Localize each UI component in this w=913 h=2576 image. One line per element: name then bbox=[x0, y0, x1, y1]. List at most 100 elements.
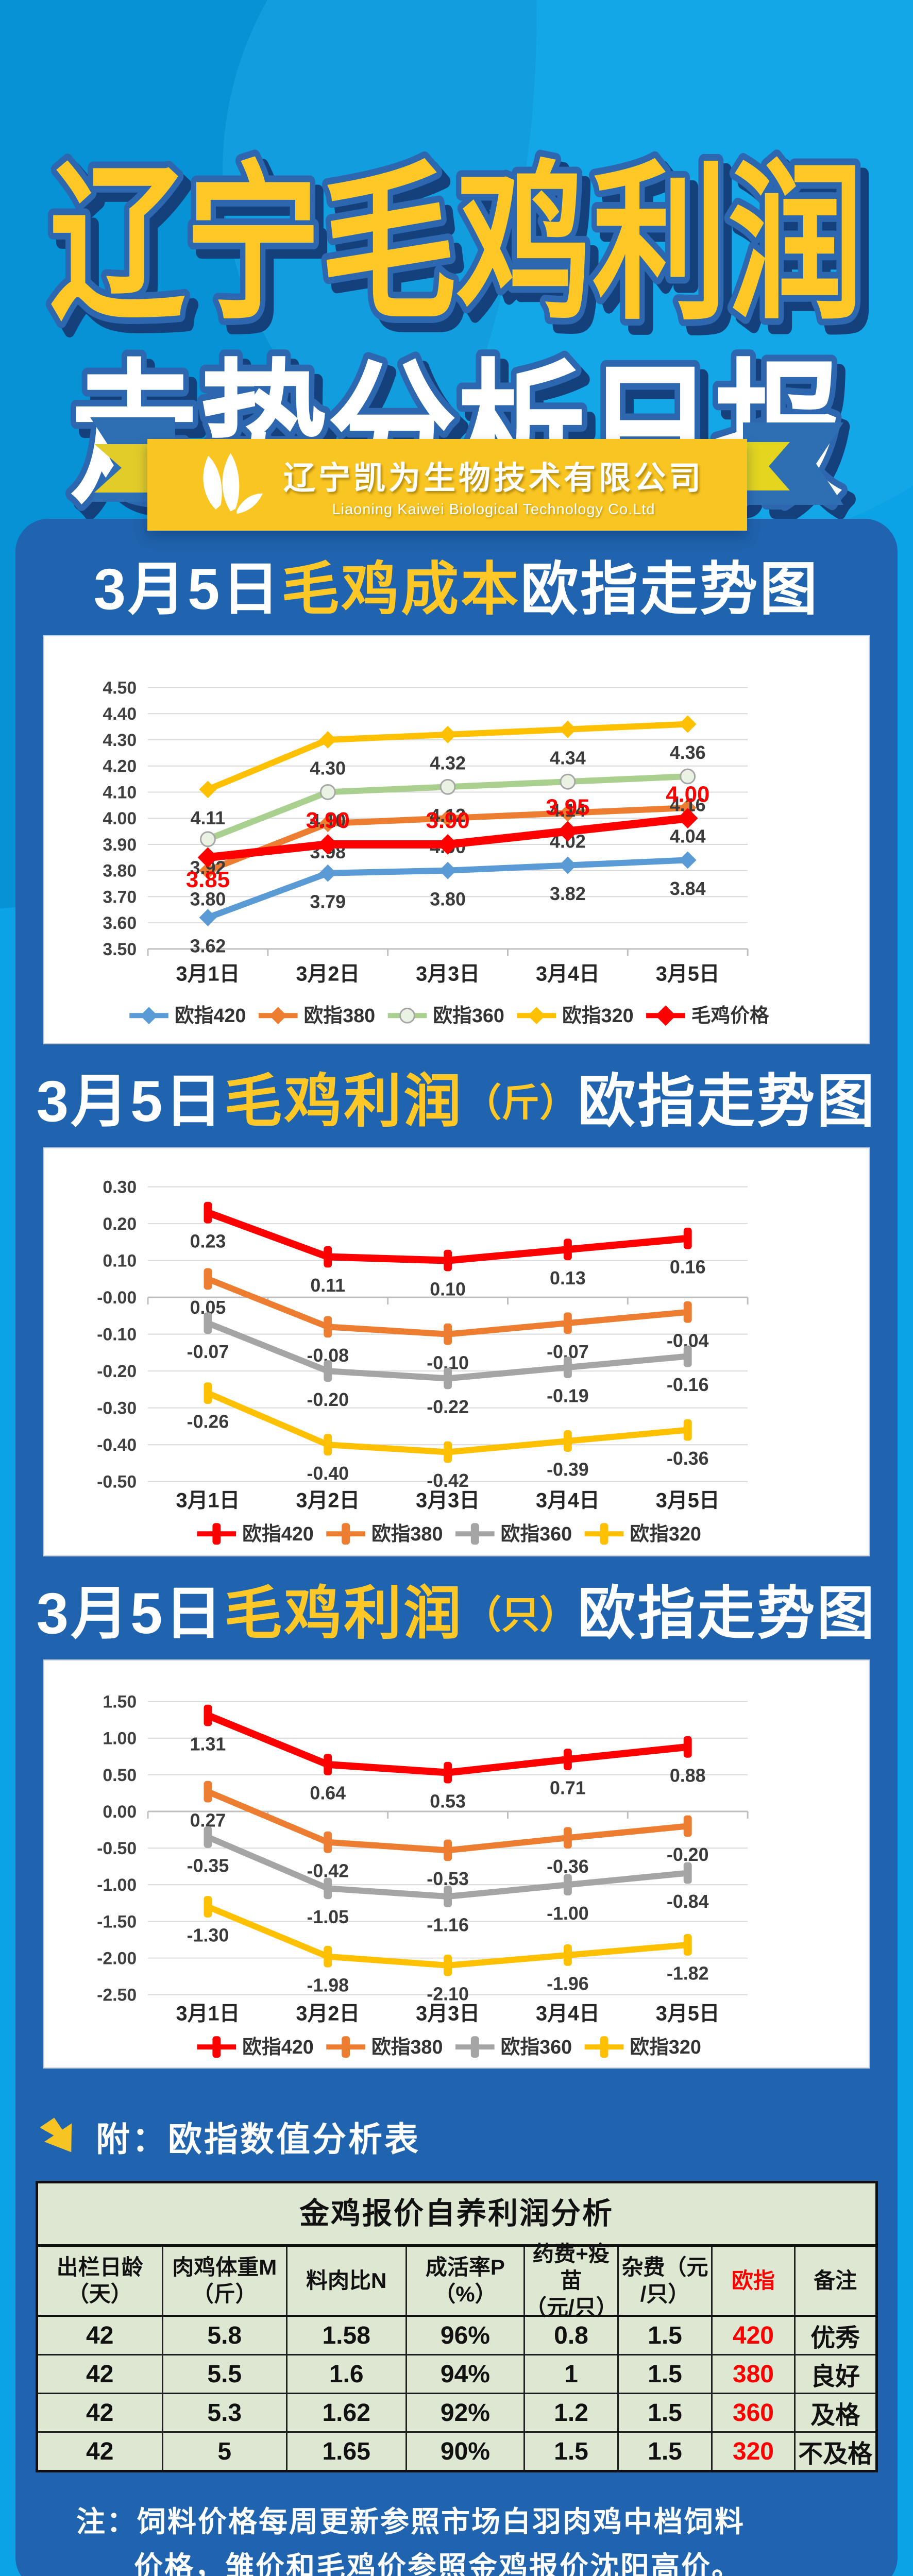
table-cell: 优秀 bbox=[793, 2317, 875, 2354]
section-title: 3月5日毛鸡成本欧指走势图 bbox=[15, 551, 898, 628]
svg-text:3月2日: 3月2日 bbox=[296, 963, 360, 986]
svg-text:0.10: 0.10 bbox=[103, 1251, 137, 1271]
profit-per-bird-chart-svg: 1.50 1.00 0.50 0.00 -0.50 -1.00 -1.50 -2.00 -2.5… bbox=[97, 1692, 749, 2058]
table-header-cell: 出栏日龄 （天） bbox=[56, 2255, 143, 2306]
table-header-cell: 料肉比N bbox=[285, 2247, 405, 2315]
chart-section: 3月5日毛鸡利润（只）欧指走势图 1.50 1.00 0.50 0.00 -0.50 -1.… bbox=[15, 1575, 898, 2069]
table-cell: 1 bbox=[523, 2355, 617, 2393]
table-cell: 360 bbox=[711, 2394, 794, 2431]
svg-text:0.30: 0.30 bbox=[103, 1178, 137, 1197]
svg-text:3.84: 3.84 bbox=[670, 878, 706, 899]
note-text: 注：饲料价格每周更新参照市场白羽肉鸡中档饲料 价格，雏价和毛鸡价参照金鸡报价沈阳… bbox=[76, 2499, 898, 2576]
company-banner-text: 辽宁凯为生物技术有限公司 Liaoning Kaiwei Biological … bbox=[283, 452, 704, 518]
svg-text:-1.30: -1.30 bbox=[187, 1925, 229, 1946]
table-row: 42 5.5 1.6 94% 1 1.5 380 良好 bbox=[38, 2355, 875, 2394]
svg-text:0.71: 0.71 bbox=[550, 1778, 586, 1799]
analysis-heading-text: 附：欧指数值分析表 bbox=[96, 2120, 420, 2158]
table-cell: 1.5 bbox=[617, 2355, 711, 2393]
svg-text:3.80: 3.80 bbox=[430, 889, 466, 909]
svg-text:欧指320: 欧指320 bbox=[630, 1523, 701, 1545]
table-cell: 1.58 bbox=[285, 2317, 405, 2354]
table-cell: 96% bbox=[405, 2317, 523, 2354]
svg-text:欧指380: 欧指380 bbox=[371, 1523, 443, 1545]
svg-text:3月1日: 3月1日 bbox=[176, 963, 240, 986]
table-cell: 1.2 bbox=[523, 2394, 617, 2431]
section-title-part: （只） bbox=[463, 1594, 578, 1636]
svg-text:欧指420: 欧指420 bbox=[242, 1523, 314, 1545]
svg-text:-1.00: -1.00 bbox=[547, 1903, 589, 1924]
ribbon-tail-right-yellow bbox=[737, 442, 790, 490]
svg-text:-2.10: -2.10 bbox=[427, 1984, 469, 2004]
svg-text:3月5日: 3月5日 bbox=[656, 963, 720, 986]
section-title: 3月5日毛鸡利润（只）欧指走势图 bbox=[15, 1575, 898, 1652]
chart-card: 4.50 4.40 4.30 4.20 4.10 4.00 3.90 3.80 3.70 3.60… bbox=[43, 635, 870, 1044]
svg-text:3月2日: 3月2日 bbox=[296, 1489, 360, 1512]
svg-text:-1.82: -1.82 bbox=[667, 1963, 709, 1984]
svg-text:3.70: 3.70 bbox=[103, 887, 137, 907]
chart-section: 3月5日毛鸡成本欧指走势图 4.50 4.40 4.30 4.20 4.10 4.00 3.9… bbox=[15, 551, 898, 1044]
svg-text:0.00: 0.00 bbox=[103, 1802, 137, 1822]
table-cell: 0.8 bbox=[523, 2317, 617, 2354]
svg-text:4.12: 4.12 bbox=[430, 805, 466, 826]
company-name-en: Liaoning Kaiwei Biological Technology Co… bbox=[332, 501, 655, 518]
table-cell: 380 bbox=[711, 2355, 794, 2393]
svg-text:-1.98: -1.98 bbox=[307, 1975, 349, 1995]
svg-text:3.90: 3.90 bbox=[103, 835, 137, 855]
svg-text:0.50: 0.50 bbox=[103, 1766, 137, 1785]
svg-text:4.00: 4.00 bbox=[103, 809, 137, 828]
svg-text:4.30: 4.30 bbox=[103, 731, 137, 750]
table-cell: 42 bbox=[86, 2321, 114, 2349]
svg-text:3.50: 3.50 bbox=[103, 940, 137, 959]
note-line2: 价格，雏价和毛鸡价参照金鸡报价沈阳高价。 bbox=[134, 2551, 742, 2576]
section-title-part: （斤） bbox=[463, 1081, 578, 1124]
svg-text:-0.26: -0.26 bbox=[187, 1412, 229, 1432]
table-header-cell: 杂费（元/只） bbox=[617, 2247, 711, 2315]
chart-section: 3月5日毛鸡利润（斤）欧指走势图 0.30 0.20 0.10 -0.00 -0.10 -0… bbox=[15, 1063, 898, 1556]
svg-text:-0.36: -0.36 bbox=[547, 1856, 589, 1877]
svg-text:-2.00: -2.00 bbox=[97, 1949, 137, 1969]
table-cell: 1.5 bbox=[617, 2317, 711, 2354]
table-header-cell: 成活率P （%） bbox=[405, 2247, 523, 2315]
section-title-part: 欧指走势图 bbox=[520, 557, 820, 621]
svg-text:3.85: 3.85 bbox=[186, 867, 230, 892]
cost-chart-svg: 4.50 4.40 4.30 4.20 4.10 4.00 3.90 3.80 3.70 3.60… bbox=[103, 678, 770, 1027]
svg-text:3.80: 3.80 bbox=[103, 861, 137, 881]
svg-text:0.13: 0.13 bbox=[550, 1268, 586, 1289]
svg-text:3月4日: 3月4日 bbox=[536, 2002, 600, 2025]
svg-text:-0.20: -0.20 bbox=[307, 1389, 349, 1410]
svg-text:1.31: 1.31 bbox=[190, 1734, 226, 1754]
svg-text:-1.05: -1.05 bbox=[307, 1907, 349, 1927]
down-right-arrow-icon bbox=[40, 2117, 72, 2153]
svg-text:0.88: 0.88 bbox=[670, 1765, 706, 1786]
svg-text:-0.00: -0.00 bbox=[97, 1288, 137, 1308]
table-header-cell: 肉鸡体重M （斤） bbox=[162, 2247, 286, 2315]
svg-text:-0.20: -0.20 bbox=[97, 1362, 137, 1381]
content-panel: 3月5日毛鸡成本欧指走势图 4.50 4.40 4.30 4.20 4.10 4.00 3.9… bbox=[15, 519, 898, 2576]
profit-per-jin-chart-svg: 0.30 0.20 0.10 -0.00 -0.10 -0.20 -0.30 -0.40 -0.… bbox=[97, 1178, 749, 1545]
company-banner: 辽宁凯为生物技术有限公司 Liaoning Kaiwei Biological … bbox=[147, 439, 747, 531]
svg-text:-1.00: -1.00 bbox=[97, 1875, 137, 1895]
svg-text:3.80: 3.80 bbox=[190, 889, 226, 909]
table-cell: 5 bbox=[162, 2433, 286, 2470]
svg-text:3.62: 3.62 bbox=[190, 936, 226, 957]
table-cell: 1.6 bbox=[285, 2355, 405, 2393]
svg-text:-1.96: -1.96 bbox=[547, 1974, 589, 1994]
svg-text:4.04: 4.04 bbox=[670, 826, 706, 847]
svg-text:-0.42: -0.42 bbox=[427, 1470, 469, 1491]
table-cell: 5.3 bbox=[162, 2394, 286, 2431]
svg-text:3.82: 3.82 bbox=[550, 884, 586, 904]
svg-text:4.11: 4.11 bbox=[191, 808, 226, 828]
svg-text:-0.84: -0.84 bbox=[667, 1891, 709, 1912]
table-header-cell: 备注 bbox=[793, 2247, 875, 2315]
table-cell: 42 bbox=[86, 2399, 114, 2427]
table-cell: 1.5 bbox=[617, 2433, 711, 2470]
svg-text:-0.36: -0.36 bbox=[667, 1448, 709, 1469]
note-line1: 注：饲料价格每周更新参照市场白羽肉鸡中档饲料 bbox=[76, 2505, 745, 2538]
svg-text:-0.40: -0.40 bbox=[307, 1463, 349, 1484]
svg-text:1.50: 1.50 bbox=[103, 1692, 137, 1712]
svg-text:3.60: 3.60 bbox=[103, 913, 137, 933]
table-cell: 不及格 bbox=[793, 2433, 875, 2470]
table-row: 42 5.3 1.62 92% 1.2 1.5 360 及格 bbox=[38, 2394, 875, 2433]
svg-text:欧指320: 欧指320 bbox=[562, 1005, 634, 1027]
section-title: 3月5日毛鸡利润（斤）欧指走势图 bbox=[15, 1063, 898, 1140]
